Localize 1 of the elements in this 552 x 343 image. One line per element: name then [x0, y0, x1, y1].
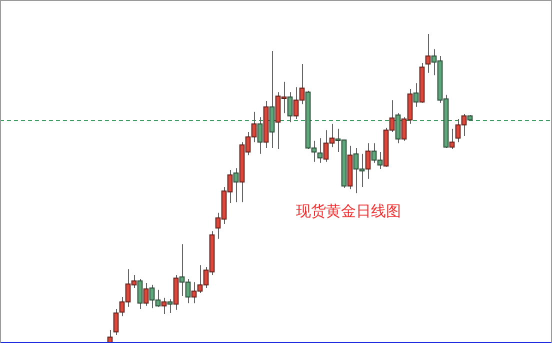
- text: 现货黄金日线图: [296, 202, 401, 221]
